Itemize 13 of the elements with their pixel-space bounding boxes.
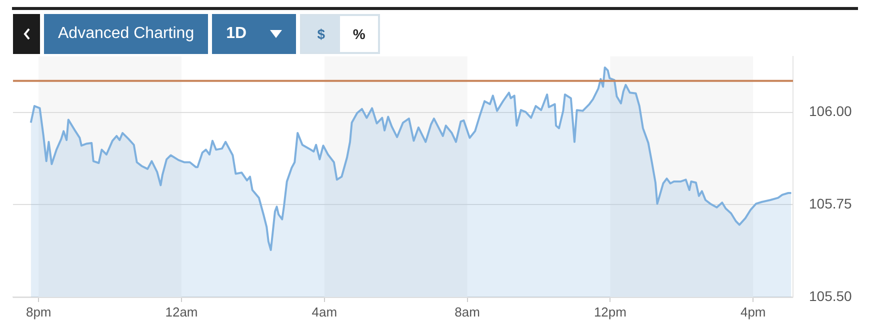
text: $ xyxy=(302,16,340,52)
y-tick-label: 105.50 xyxy=(809,288,852,304)
text: Advanced Charting xyxy=(44,14,208,54)
x-tick-label: 4am xyxy=(312,304,338,320)
y-tick-label: 106.00 xyxy=(809,102,852,119)
x-tick-label: 12am xyxy=(165,304,198,320)
text: % xyxy=(340,16,378,52)
x-tick-label: 8am xyxy=(454,304,480,320)
x-tick-label: 4pm xyxy=(740,304,766,320)
x-tick-label: 12pm xyxy=(594,304,626,320)
text: 1D xyxy=(226,25,247,43)
x-tick-label: 8pm xyxy=(26,304,52,320)
y-tick-label: 105.75 xyxy=(809,195,852,212)
